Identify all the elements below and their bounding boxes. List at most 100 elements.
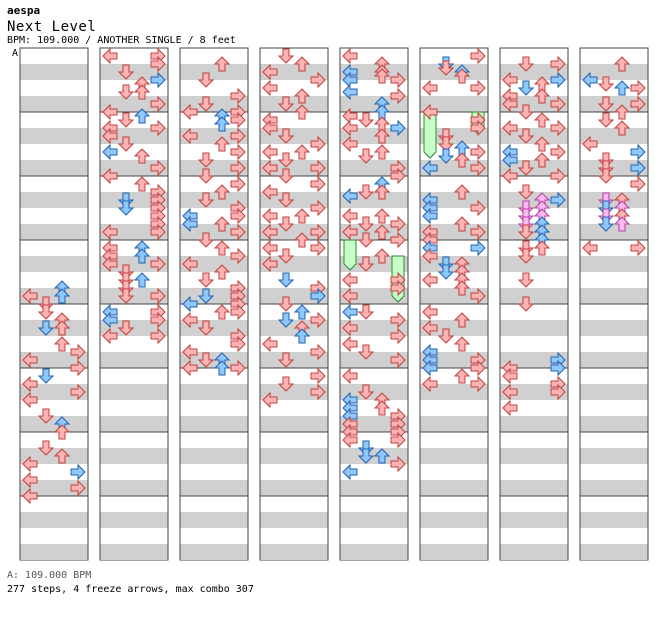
- bpm-marker: A: [12, 48, 19, 59]
- step-arrow-up: [133, 272, 151, 288]
- step-arrow-down: [197, 192, 215, 208]
- step-arrow-left: [502, 167, 518, 185]
- step-arrow-up: [373, 224, 391, 240]
- step-arrow-right: [630, 175, 646, 193]
- step-arrow-down: [197, 352, 215, 368]
- step-arrow-right: [230, 143, 246, 161]
- step-arrow-left: [102, 311, 118, 329]
- step-arrow-right: [470, 143, 486, 161]
- step-arrow-right: [230, 159, 246, 177]
- step-arrow-left: [182, 103, 198, 121]
- step-arrow-up: [293, 104, 311, 120]
- step-arrow-up: [213, 304, 231, 320]
- step-arrow-right: [150, 119, 166, 137]
- step-arrow-right: [310, 175, 326, 193]
- step-arrow-up: [293, 328, 311, 344]
- step-arrow-up: [133, 176, 151, 192]
- step-arrow-right: [390, 279, 406, 297]
- step-arrow-left: [502, 151, 518, 169]
- step-arrow-right: [310, 367, 326, 385]
- step-arrow-left: [342, 83, 358, 101]
- step-arrow-left: [262, 335, 278, 353]
- step-arrow-left: [22, 287, 38, 305]
- step-arrow-left: [262, 255, 278, 273]
- step-arrow-left: [22, 487, 38, 505]
- step-arrow-left: [182, 359, 198, 377]
- step-arrow-down: [277, 352, 295, 368]
- step-arrow-right: [310, 159, 326, 177]
- step-arrow-left: [342, 367, 358, 385]
- step-arrow-up: [293, 88, 311, 104]
- step-arrow-right: [550, 71, 566, 89]
- step-arrow-up: [453, 216, 471, 232]
- step-arrow-down: [117, 288, 135, 304]
- step-arrow-down: [517, 248, 535, 264]
- step-arrow-left: [342, 207, 358, 225]
- chart-column: [499, 47, 569, 561]
- step-arrow-right: [390, 231, 406, 249]
- step-arrow-right: [150, 327, 166, 345]
- step-arrow-down: [517, 224, 535, 240]
- step-arrow-up: [213, 116, 231, 132]
- step-arrow-down: [357, 448, 375, 464]
- step-arrow-up: [53, 288, 71, 304]
- step-arrow-down: [277, 296, 295, 312]
- step-arrow-left: [262, 239, 278, 257]
- step-arrow-down: [277, 312, 295, 328]
- step-arrow-left: [342, 431, 358, 449]
- step-arrow-right: [310, 223, 326, 241]
- step-arrow-left: [102, 167, 118, 185]
- step-arrow-left: [422, 247, 438, 265]
- step-arrow-down: [597, 76, 615, 92]
- step-arrow-left: [342, 335, 358, 353]
- step-arrow-down: [517, 184, 535, 200]
- chart-stats: 277 steps, 4 freeze arrows, max combo 30…: [7, 584, 254, 595]
- step-arrow-left: [182, 295, 198, 313]
- step-arrow-up: [213, 184, 231, 200]
- step-arrow-left: [342, 119, 358, 137]
- step-arrow-right: [470, 239, 486, 257]
- step-arrow-up: [373, 68, 391, 84]
- step-arrow-down: [117, 136, 135, 152]
- step-arrow-left: [422, 359, 438, 377]
- step-arrow-down: [357, 112, 375, 128]
- step-arrow-right: [630, 95, 646, 113]
- step-arrow-right: [550, 55, 566, 73]
- step-arrow-right: [390, 455, 406, 473]
- step-arrow-down: [37, 368, 55, 384]
- step-arrow-right: [470, 199, 486, 217]
- step-arrow-left: [422, 159, 438, 177]
- step-arrow-left: [102, 143, 118, 161]
- step-arrow-right: [230, 247, 246, 265]
- step-arrow-down: [517, 272, 535, 288]
- song-title: Next Level: [7, 19, 97, 35]
- step-arrow-right: [150, 71, 166, 89]
- step-arrow-down: [197, 96, 215, 112]
- step-arrow-left: [342, 223, 358, 241]
- step-arrow-right: [550, 167, 566, 185]
- step-arrow-up: [293, 304, 311, 320]
- chart-column: [19, 47, 89, 561]
- step-arrow-left: [342, 287, 358, 305]
- step-arrow-down: [357, 304, 375, 320]
- step-arrow-left: [102, 103, 118, 121]
- step-arrow-right: [550, 383, 566, 401]
- chart-column: [579, 47, 649, 561]
- chart-column: [339, 47, 409, 561]
- step-arrow-up: [453, 368, 471, 384]
- step-arrow-right: [550, 119, 566, 137]
- step-arrow-right: [310, 199, 326, 217]
- step-arrow-right: [470, 79, 486, 97]
- step-arrow-right: [550, 143, 566, 161]
- step-arrow-up: [133, 84, 151, 100]
- step-arrow-left: [342, 463, 358, 481]
- step-arrow-up: [373, 144, 391, 160]
- step-arrow-right: [150, 159, 166, 177]
- step-arrow-down: [117, 200, 135, 216]
- step-arrow-right: [310, 383, 326, 401]
- step-arrow-up: [373, 448, 391, 464]
- step-arrow-left: [422, 271, 438, 289]
- step-arrow-left: [342, 187, 358, 205]
- step-arrow-right: [310, 311, 326, 329]
- step-arrow-right: [230, 111, 246, 129]
